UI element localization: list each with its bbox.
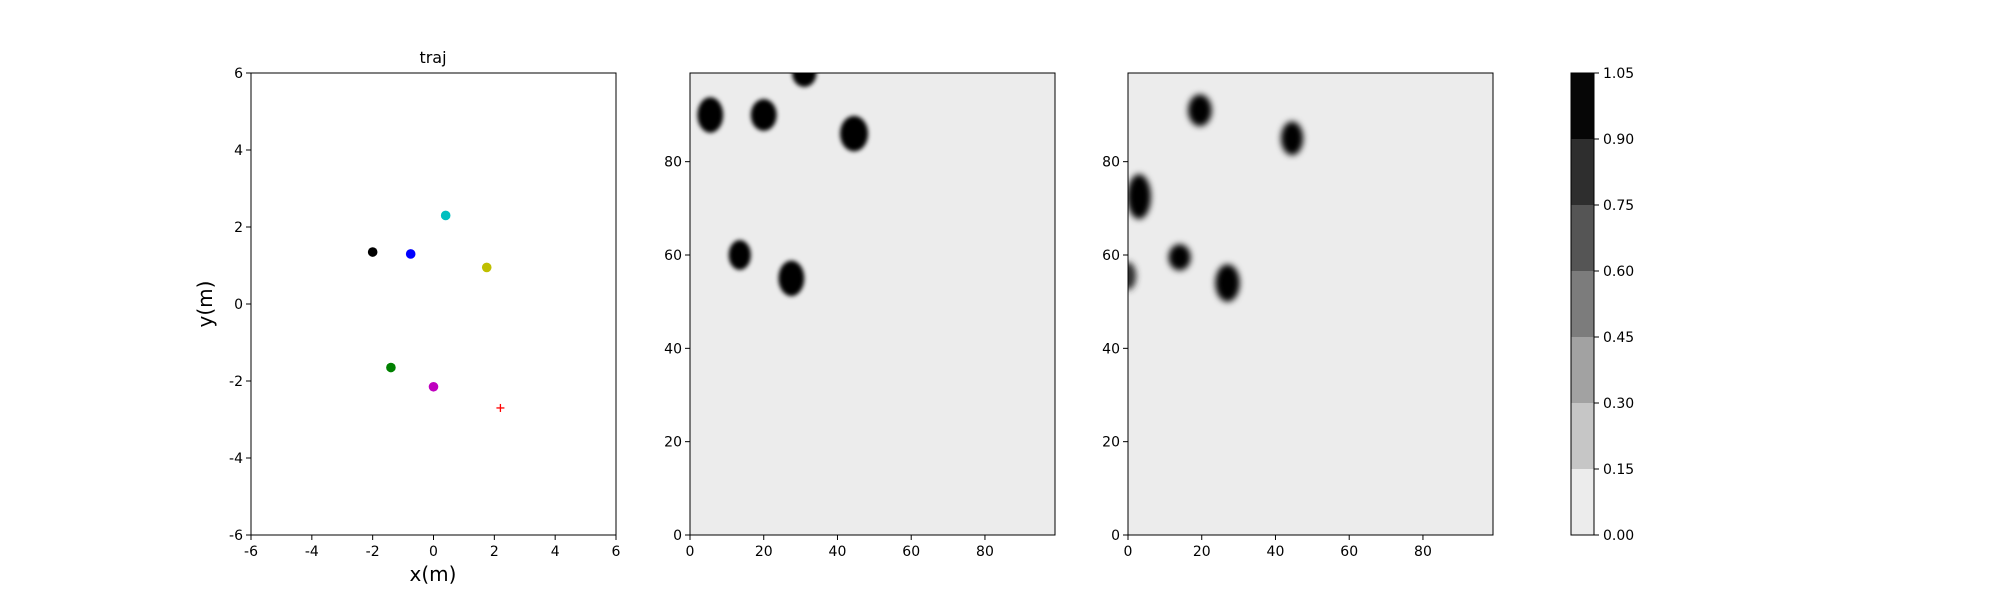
colorbar-tick-label: 0.90 <box>1603 132 1634 148</box>
colorbar-frame <box>1570 72 1595 536</box>
map1-ytick-label: 0 <box>673 528 682 544</box>
map2-ytick-label: 80 <box>1102 155 1120 171</box>
map2-ytick-label: 20 <box>1102 435 1120 451</box>
map2-blob <box>1128 174 1151 220</box>
map2-ytick-label: 40 <box>1102 341 1120 357</box>
map2-blob <box>1128 262 1137 290</box>
colorbar-tick-label: 1.05 <box>1603 66 1634 82</box>
map2-xtick-label: 40 <box>1267 544 1285 560</box>
map1-blob <box>840 115 869 152</box>
colorbar-band <box>1571 73 1594 139</box>
colorbar: 0.00 0.15 0.30 0.45 0.60 0.75 0.90 1.05 <box>1570 66 1634 544</box>
map2-blob <box>1188 94 1212 127</box>
colorbar-tick-label: 0.75 <box>1603 198 1634 214</box>
map2-xtick-label: 80 <box>1414 544 1432 560</box>
heatmap-1-background <box>690 73 1055 535</box>
colorbar-tick-label: 0.15 <box>1603 462 1634 478</box>
heatmap-2-frame <box>1127 72 1494 536</box>
colorbar-band <box>1571 337 1594 403</box>
map1-blob <box>792 73 817 87</box>
colorbar-band <box>1571 271 1594 337</box>
traj-goal-marker <box>496 403 505 412</box>
map1-ytick-label: 80 <box>664 155 682 171</box>
traj-ytick-label: -4 <box>229 451 243 467</box>
traj-xtick-label: -2 <box>366 544 380 560</box>
heatmap-panel-2: 0 20 40 60 80 0 20 40 60 80 <box>1102 72 1494 560</box>
map1-xtick-label: 60 <box>902 544 920 560</box>
map1-ytick-label: 40 <box>664 341 682 357</box>
traj-title: traj <box>419 48 446 67</box>
traj-point <box>440 210 451 221</box>
traj-point <box>405 249 416 259</box>
traj-plot-area <box>251 73 616 535</box>
colorbar-band <box>1571 205 1594 271</box>
traj-ytick-label: 4 <box>234 143 243 159</box>
traj-xtick-label: 6 <box>612 544 621 560</box>
traj-ytick-label: 2 <box>234 220 243 236</box>
map1-xtick-label: 0 <box>686 544 695 560</box>
colorbar-band <box>1571 469 1594 535</box>
traj-scatter-plot: traj -6 -4 -2 0 2 4 6 -6 -4 -2 0 2 4 6 x(m) y(m) <box>193 48 621 586</box>
traj-axes-frame <box>250 72 617 536</box>
traj-ytick-label: 0 <box>234 297 243 313</box>
heatmap-2-background <box>1128 73 1493 535</box>
traj-ylabel: y(m) <box>193 281 217 328</box>
traj-xtick-label: -4 <box>305 544 319 560</box>
colorbar-tick-label: 0.30 <box>1603 396 1634 412</box>
map2-ytick-label: 60 <box>1102 248 1120 264</box>
traj-xtick-label: 2 <box>490 544 499 560</box>
map1-xtick-label: 40 <box>829 544 847 560</box>
traj-xtick-label: 4 <box>551 544 560 560</box>
traj-point <box>367 247 378 257</box>
colorbar-tick-label: 0.60 <box>1603 264 1634 280</box>
colorbar-tick-label: 0.00 <box>1603 528 1634 544</box>
map1-xtick-label: 20 <box>755 544 773 560</box>
traj-ytick-label: -2 <box>229 374 243 390</box>
map2-xtick-label: 0 <box>1124 544 1133 560</box>
traj-point <box>428 381 439 392</box>
colorbar-band <box>1571 139 1594 205</box>
map2-blob <box>1281 121 1304 156</box>
map2-blob <box>1215 264 1240 302</box>
map1-ytick-label: 60 <box>664 248 682 264</box>
heatmap-1-frame <box>689 72 1056 536</box>
traj-ytick-label: 6 <box>234 66 243 82</box>
map2-blob <box>1168 244 1191 271</box>
colorbar-band <box>1571 403 1594 469</box>
map2-ytick-label: 0 <box>1111 528 1120 544</box>
traj-ytick-label: -6 <box>229 528 243 544</box>
map1-xtick-label: 80 <box>976 544 994 560</box>
map1-blob <box>697 97 724 133</box>
map1-blob <box>750 99 777 131</box>
traj-point <box>386 362 396 373</box>
colorbar-tick-label: 0.45 <box>1603 330 1634 346</box>
heatmap-panel-1: 0 20 40 60 80 0 20 40 60 80 <box>664 72 1056 560</box>
traj-xtick-label: 0 <box>429 544 438 560</box>
map1-blob <box>778 260 805 297</box>
map2-xtick-label: 60 <box>1340 544 1358 560</box>
map1-blob <box>728 240 751 270</box>
traj-point <box>481 262 492 273</box>
traj-xtick-label: -6 <box>244 544 258 560</box>
traj-xlabel: x(m) <box>410 562 457 586</box>
map2-xtick-label: 20 <box>1193 544 1211 560</box>
map1-ytick-label: 20 <box>664 435 682 451</box>
